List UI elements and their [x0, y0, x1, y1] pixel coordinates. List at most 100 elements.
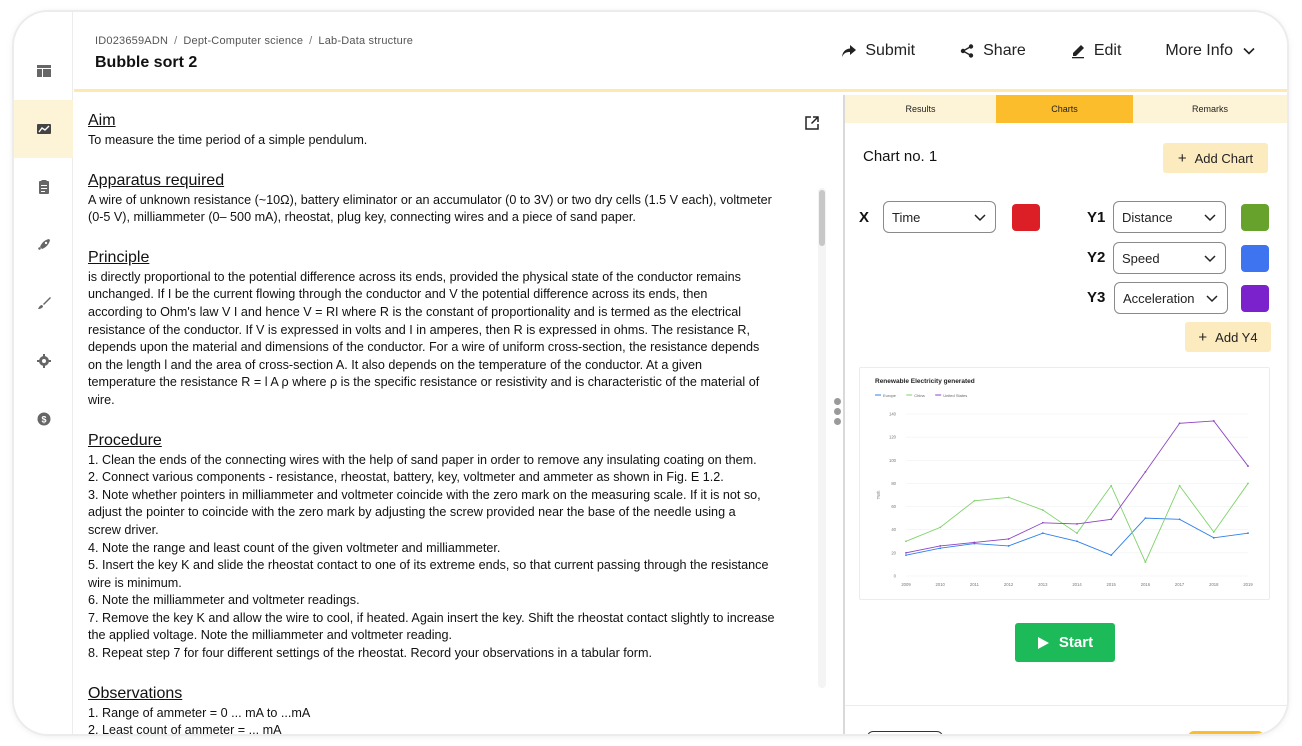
panel-divider — [843, 95, 845, 734]
data-point — [939, 526, 942, 529]
y1-axis-select[interactable]: Distance — [1113, 201, 1226, 233]
start-button[interactable]: Start — [1015, 623, 1115, 662]
x-axis-value: Time — [892, 209, 921, 225]
observations-section: Observations 1. Range of ammeter = 0 ...… — [88, 684, 828, 734]
edit-label: Edit — [1093, 42, 1122, 59]
data-point — [939, 547, 942, 550]
line-chart: Renewable Electricity generated Europe Chi… — [875, 378, 1253, 587]
plus-icon: + — [1198, 328, 1208, 346]
tab-remarks[interactable]: Remarks — [1191, 104, 1228, 114]
more-info-dropdown[interactable]: More Info — [1165, 42, 1257, 60]
add-y4-button[interactable]: + Add Y4 — [1185, 322, 1271, 352]
data-point — [1076, 540, 1078, 543]
y3-color-swatch[interactable] — [1241, 285, 1269, 312]
y-tick-label: 100 — [889, 458, 897, 463]
sidebar-item-layout[interactable] — [14, 42, 73, 100]
scrollbar-thumb[interactable] — [819, 190, 825, 246]
data-point — [905, 551, 907, 554]
header: ID023659ADN / Dept-Computer science / La… — [74, 12, 1287, 92]
share-icon — [960, 44, 974, 58]
content-scrollbar[interactable] — [818, 188, 826, 688]
x-tick-label: 2015 — [1107, 582, 1117, 587]
footer-primary-button[interactable] — [1188, 731, 1264, 734]
more-info-label: More Info — [1165, 42, 1233, 59]
sidebar-item-settings[interactable] — [14, 332, 73, 390]
breadcrumb-item[interactable]: ID023659ADN — [95, 35, 169, 47]
svg-text:$: $ — [41, 415, 46, 425]
chart-preview: Renewable Electricity generated Europe Chi… — [859, 367, 1270, 600]
submit-button[interactable]: Submit — [841, 42, 915, 60]
y-tick-label: 60 — [891, 504, 896, 509]
section-text: A wire of unknown resistance (~10Ω), bat… — [88, 192, 772, 225]
sidebar-item-clipboard[interactable] — [14, 158, 73, 216]
apparatus-section: Apparatus required A wire of unknown res… — [88, 171, 828, 227]
chart-number-title: Chart no. 1 — [863, 148, 938, 165]
y1-color-swatch[interactable] — [1241, 204, 1269, 231]
open-external-icon[interactable] — [804, 115, 820, 131]
data-point — [1247, 465, 1249, 467]
section-heading: Procedure — [88, 431, 162, 449]
play-icon — [1037, 636, 1049, 649]
chart-panel: Results Charts Remarks Chart no. 1 + Add… — [845, 95, 1287, 734]
layout-icon — [36, 65, 51, 77]
legend-entry: Europe — [883, 393, 897, 398]
procedure-section: Procedure 1. Clean the ends of the conne… — [88, 431, 828, 663]
data-point — [1041, 532, 1044, 535]
section-text: 1. Range of ammeter = 0 ... mA to ...mA … — [88, 705, 311, 734]
data-point — [1110, 484, 1113, 487]
data-point — [1212, 536, 1215, 539]
edit-icon — [1071, 45, 1084, 59]
data-point — [1178, 422, 1181, 425]
lab-document: Aim To measure the time period of a simp… — [74, 95, 842, 734]
y-tick-label: 40 — [891, 527, 896, 532]
brush-icon — [37, 297, 51, 309]
y3-axis-select[interactable]: Acceleration — [1114, 282, 1228, 314]
breadcrumb-separator: / — [174, 35, 178, 47]
sidebar-item-charts[interactable] — [14, 100, 73, 158]
data-point — [1144, 470, 1147, 473]
y2-color-swatch[interactable] — [1241, 245, 1269, 272]
data-point — [1110, 554, 1113, 557]
breadcrumb-item[interactable]: Lab-Data structure — [318, 35, 414, 47]
dollar-icon: $ — [37, 412, 50, 426]
data-point — [1041, 509, 1044, 511]
chart-title: Renewable Electricity generated — [875, 378, 975, 385]
chevron-down-icon — [1204, 255, 1216, 263]
legend-entry: United States — [943, 393, 967, 398]
breadcrumb-item[interactable]: Dept-Computer science — [183, 35, 304, 47]
footer-secondary-button[interactable] — [867, 731, 943, 734]
section-heading: Principle — [88, 248, 150, 266]
x-color-swatch[interactable] — [1012, 204, 1040, 231]
app-window: $ ID023659ADN / Dept-Computer science / … — [14, 12, 1287, 734]
sidebar-item-rocket[interactable] — [14, 216, 73, 274]
sidebar: $ — [14, 12, 73, 734]
x-tick-label: 2010 — [936, 582, 946, 587]
data-point — [1247, 532, 1249, 535]
footer-divider — [845, 705, 1287, 706]
clipboard-icon — [38, 180, 49, 194]
add-y4-label: Add Y4 — [1215, 329, 1258, 345]
section-heading: Aim — [88, 112, 116, 129]
sidebar-item-billing[interactable]: $ — [14, 390, 73, 448]
edit-button[interactable]: Edit — [1070, 42, 1122, 60]
tab-results[interactable]: Results — [905, 104, 936, 114]
settings-icon — [36, 354, 51, 368]
y2-axis-select[interactable]: Speed — [1113, 242, 1226, 274]
x-axis-select[interactable]: Time — [883, 201, 996, 233]
share-button[interactable]: Share — [959, 42, 1026, 60]
submit-label: Submit — [865, 42, 916, 59]
data-point — [1007, 496, 1010, 499]
data-point — [1212, 420, 1215, 422]
x-tick-label: 2017 — [1175, 582, 1185, 587]
add-chart-button[interactable]: + Add Chart — [1163, 143, 1268, 173]
data-point — [1144, 517, 1147, 520]
sidebar-item-brush[interactable] — [14, 274, 73, 332]
page-title: Bubble sort 2 — [95, 54, 198, 71]
data-point — [1212, 531, 1215, 533]
tab-charts[interactable]: Charts — [996, 95, 1133, 123]
y2-axis-label: Y2 — [1087, 249, 1106, 266]
data-point — [973, 541, 976, 544]
y3-axis-label: Y3 — [1087, 289, 1106, 306]
y2-axis-value: Speed — [1122, 250, 1160, 266]
data-point — [1007, 545, 1010, 547]
